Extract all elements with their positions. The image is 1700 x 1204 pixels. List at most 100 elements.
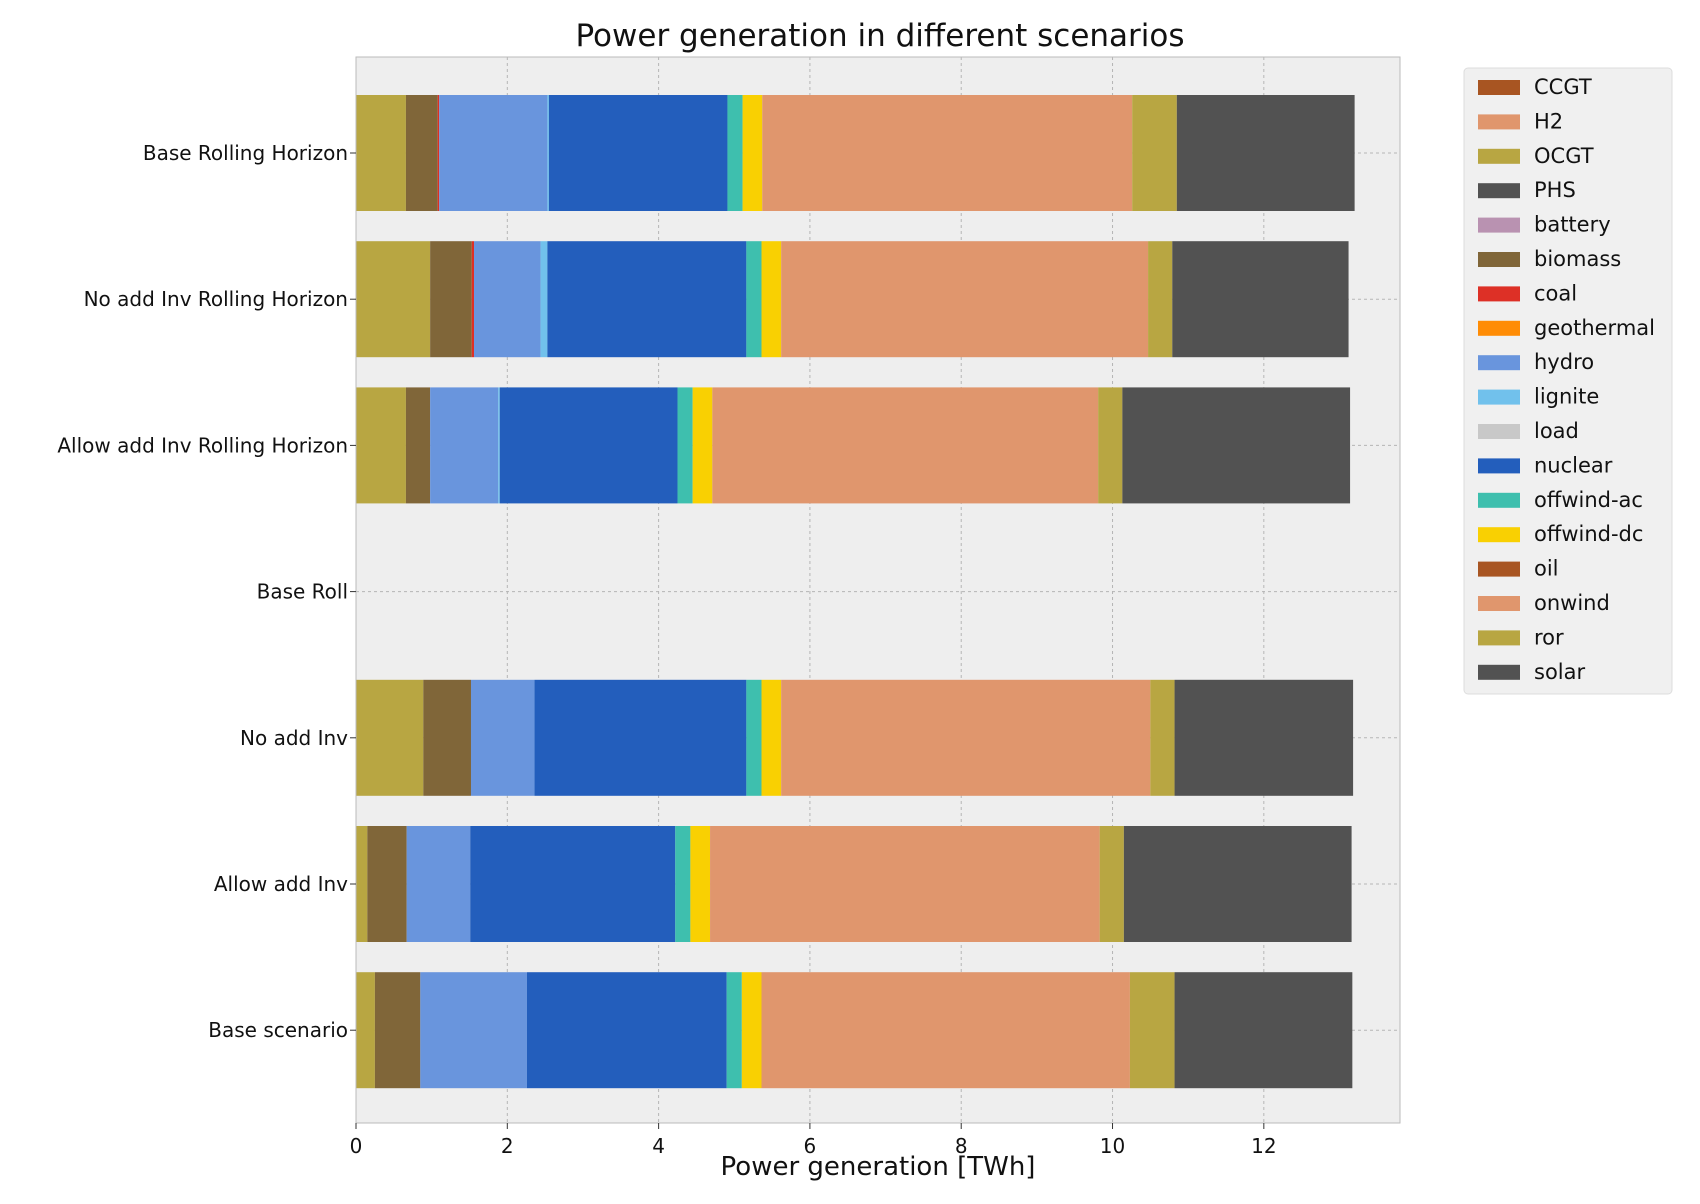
x-tick-label: 6 (804, 1134, 817, 1158)
bar-segment-biomass (430, 241, 472, 358)
bar-segment-OCGT (356, 826, 368, 942)
bar-segment-nuclear (547, 241, 747, 358)
bar-segment-nuclear (470, 826, 676, 942)
bar-segment-OCGT (356, 95, 406, 211)
bar-segment-biomass (367, 826, 407, 942)
bar-segment-biomass (374, 972, 421, 1089)
legend-label: offwind-dc (1534, 522, 1643, 546)
legend-swatch (1478, 80, 1520, 95)
bar-segment-hydro (420, 972, 527, 1089)
bar-segment-coal (437, 95, 440, 211)
legend-swatch (1478, 114, 1520, 130)
y-tick-label: Base Roll (257, 580, 348, 604)
x-axis-ticks: 0 2 4 6 8 10 12 (350, 1123, 1277, 1158)
bar-segment-onwind (712, 387, 1099, 504)
bar-segment-hydro (470, 679, 535, 796)
bar-segment-offwind-dc (692, 387, 713, 504)
x-tick-label: 10 (1100, 1134, 1125, 1158)
legend-label: hydro (1534, 350, 1594, 374)
y-tick-label: Base scenario (208, 1018, 348, 1042)
x-tick-label: 0 (350, 1134, 363, 1158)
x-tick-label: 12 (1251, 1134, 1276, 1158)
bar-segment-offwind-ac (675, 826, 691, 942)
bar-segment-onwind (781, 679, 1151, 796)
legend-swatch (1478, 320, 1520, 336)
bar-segment-ror (1099, 826, 1124, 942)
bar-segment-nuclear (526, 972, 727, 1089)
bar-segment-ror (1150, 679, 1175, 796)
bar-segment-biomass (405, 95, 438, 211)
bar-segment-OCGT (356, 679, 424, 796)
bar-segment-offwind-ac (726, 972, 742, 1089)
x-tick-label: 4 (652, 1134, 665, 1158)
bar-segment-solar (1174, 679, 1354, 796)
legend-swatch (1478, 458, 1520, 474)
bar-segment-lignite (547, 95, 549, 211)
legend-label: battery (1534, 213, 1611, 237)
plot-area (356, 57, 1400, 1123)
legend-label: oil (1534, 557, 1559, 581)
legend-swatch (1478, 389, 1520, 405)
legend-swatch (1478, 596, 1520, 611)
bar-segment-solar (1176, 95, 1355, 211)
legend-label: biomass (1534, 247, 1621, 271)
bar-segment-solar (1174, 972, 1353, 1089)
legend-swatch (1478, 355, 1520, 371)
legend-swatch (1478, 492, 1520, 508)
legend-swatch (1478, 148, 1520, 164)
legend: CCGT H2 OCGT PHS battery biomass coal geotherma… (1463, 67, 1673, 695)
legend-label: offwind-ac (1534, 488, 1643, 512)
y-tick-label: No add Inv Rolling Horizon (84, 287, 348, 311)
legend-swatch (1478, 630, 1520, 646)
legend-swatch (1478, 561, 1520, 577)
bar-segment-hydro (474, 241, 541, 358)
legend-label: coal (1534, 281, 1577, 305)
legend-swatch (1478, 183, 1520, 199)
legend-label: ror (1534, 625, 1564, 649)
legend-swatch (1478, 217, 1520, 233)
bar-segment-OCGT (356, 972, 375, 1089)
bar-segment-hydro (406, 826, 471, 942)
bar-segment-solar (1123, 826, 1352, 942)
bar-segment-onwind (781, 241, 1149, 358)
bar-segment-ror (1132, 95, 1177, 211)
legend-swatch (1478, 252, 1520, 267)
bar-segment-offwind-dc (690, 826, 711, 942)
bar-segment-offwind-ac (746, 679, 762, 796)
x-axis-label: Power generation [TWh] (721, 1152, 1036, 1182)
legend-label: lignite (1534, 385, 1599, 409)
bar-segment-nuclear (548, 95, 728, 211)
bar-segment-OCGT (356, 241, 431, 358)
bar-stacks (356, 95, 1355, 1089)
bar-segment-lignite (540, 241, 548, 358)
y-tick-label: No add Inv (240, 726, 348, 750)
bar-segment-lignite (498, 387, 500, 504)
chart-title: Power generation in different scenarios (575, 18, 1184, 54)
bar-segment-onwind (761, 972, 1130, 1089)
legend-swatch (1478, 527, 1520, 543)
bar-segment-offwind-ac (727, 95, 743, 211)
legend-swatch (1478, 664, 1520, 680)
legend-swatch (1478, 424, 1520, 439)
y-tick-label: Allow add Inv Rolling Horizon (57, 433, 348, 457)
x-tick-label: 8 (955, 1134, 968, 1158)
bar-segment-hydro (430, 387, 499, 504)
legend-label: onwind (1534, 591, 1610, 615)
y-tick-label: Allow add Inv (214, 872, 348, 896)
bar-segment-hydro (439, 95, 548, 211)
bar-segment-coal (471, 241, 475, 358)
legend-label: solar (1534, 660, 1585, 684)
bar-segment-offwind-dc (761, 679, 782, 796)
bar-segment-ror (1148, 241, 1173, 358)
legend-label: nuclear (1534, 453, 1613, 477)
legend-label: geothermal (1534, 316, 1655, 340)
bar-segment-nuclear (534, 679, 747, 796)
bar-segment-solar (1172, 241, 1349, 358)
bar-segment-onwind (762, 95, 1133, 211)
bar-segment-ror (1098, 387, 1123, 504)
bar-segment-OCGT (356, 387, 406, 504)
legend-swatch (1478, 286, 1520, 302)
legend-label: load (1534, 419, 1579, 443)
x-tick-label: 2 (501, 1134, 514, 1158)
